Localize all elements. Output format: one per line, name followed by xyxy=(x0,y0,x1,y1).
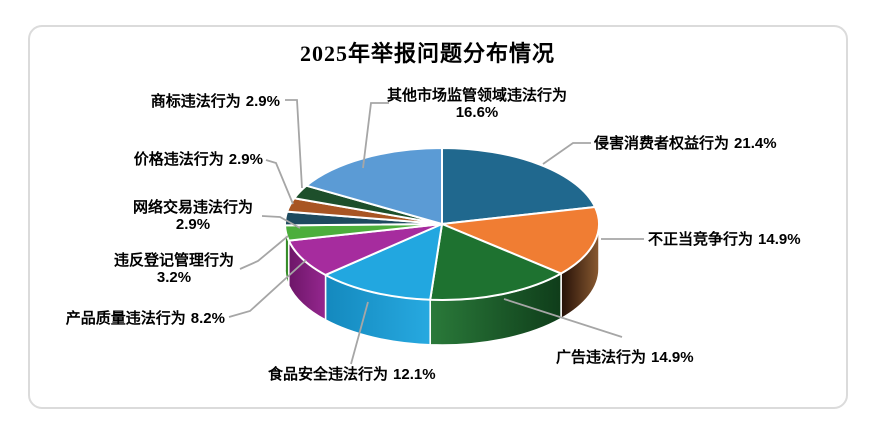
leader-line-other xyxy=(362,102,389,169)
leader-line-registration xyxy=(239,235,289,270)
slice-label-quality: 产品质量违法行为 8.2% xyxy=(65,310,225,327)
slice-label-other: 其他市场监管领域违法行为 16.6% xyxy=(386,87,567,121)
pie-slice-1 xyxy=(441,205,600,275)
slice-label-trademark: 商标违法行为 2.9% xyxy=(150,93,280,110)
leader-line-price xyxy=(265,159,294,205)
pie-slice-3 xyxy=(324,223,443,301)
slice-label-consumer: 侵害消费者权益行为 21.4% xyxy=(594,135,777,152)
leader-line-food xyxy=(350,301,369,365)
leader-line-trademark xyxy=(285,99,303,189)
leader-line-ad xyxy=(503,298,623,338)
chart-title: 2025年举报问题分布情况 xyxy=(299,41,555,66)
pie-slices xyxy=(284,147,600,346)
slice-label-ad: 广告违法行为 14.9% xyxy=(556,349,694,366)
slice-label-competition: 不正当竞争行为 14.9% xyxy=(648,231,801,248)
leader-lines xyxy=(228,99,644,365)
chart-border-frame xyxy=(28,25,848,409)
leader-line-quality xyxy=(228,259,307,318)
pie-slice-2 xyxy=(429,223,563,301)
slice-label-food: 食品安全违法行为 12.1% xyxy=(268,366,436,383)
slice-label-registration: 违反登记管理行为 3.2% xyxy=(113,252,234,286)
slice-label-price: 价格违法行为 2.9% xyxy=(133,151,263,168)
pie-slice-0 xyxy=(441,147,597,225)
leader-line-network xyxy=(261,215,301,229)
leader-line-consumer xyxy=(542,142,591,165)
slice-label-network: 网络交易违法行为 2.9% xyxy=(132,199,253,233)
